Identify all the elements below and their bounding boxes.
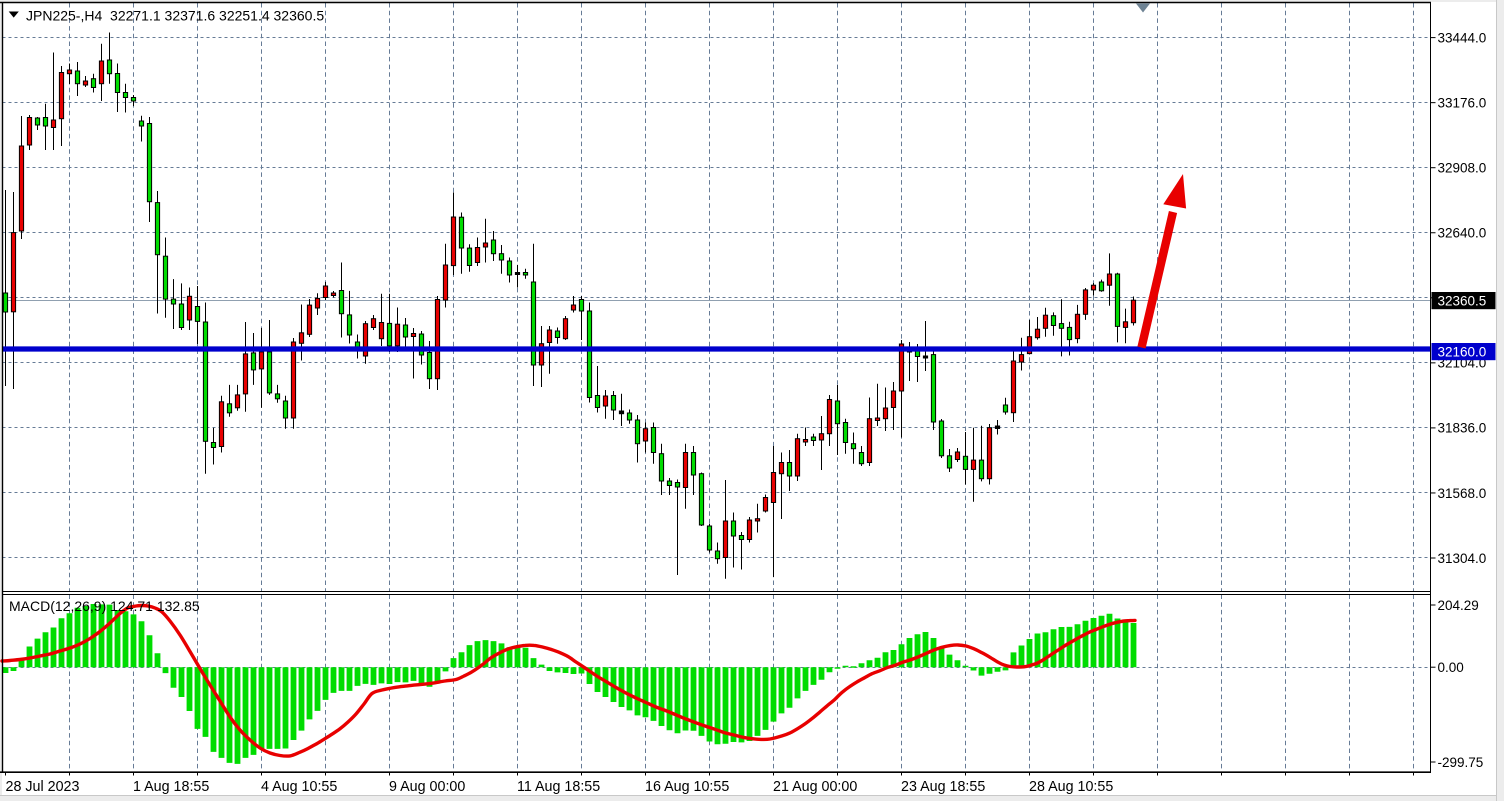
svg-text:0.00: 0.00 [1438,660,1464,675]
svg-text:32360.5: 32360.5 [1438,293,1487,308]
svg-text:33176.0: 33176.0 [1438,95,1487,110]
svg-text:28 Aug 10:55: 28 Aug 10:55 [1029,779,1113,795]
svg-text:32640.0: 32640.0 [1438,226,1487,241]
svg-text:33444.0: 33444.0 [1438,30,1487,45]
svg-text:204.29: 204.29 [1438,598,1479,613]
svg-text:4 Aug 10:55: 4 Aug 10:55 [261,779,337,795]
svg-text:31568.0: 31568.0 [1438,486,1487,501]
svg-text:31304.0: 31304.0 [1438,551,1487,566]
svg-text:16 Aug 10:55: 16 Aug 10:55 [645,779,729,795]
svg-text:11 Aug 18:55: 11 Aug 18:55 [517,779,600,795]
svg-text:28 Jul 2023: 28 Jul 2023 [6,779,80,795]
svg-text:32908.0: 32908.0 [1438,161,1487,176]
svg-text:31836.0: 31836.0 [1438,421,1487,436]
svg-text:32160.0: 32160.0 [1438,344,1487,359]
svg-text:-299.75: -299.75 [1438,755,1484,770]
svg-text:JPN225-,H4 32271.1 32371.6 32: JPN225-,H4 32271.1 32371.6 32251.4 32360… [26,7,324,23]
svg-text:9 Aug 00:00: 9 Aug 00:00 [389,779,465,795]
svg-text:23 Aug 18:55: 23 Aug 18:55 [901,779,985,795]
svg-text:MACD(12,26,9) 124.71 132.85: MACD(12,26,9) 124.71 132.85 [9,598,200,614]
svg-text:1 Aug 18:55: 1 Aug 18:55 [133,779,209,795]
svg-text:21 Aug 00:00: 21 Aug 00:00 [773,779,857,795]
